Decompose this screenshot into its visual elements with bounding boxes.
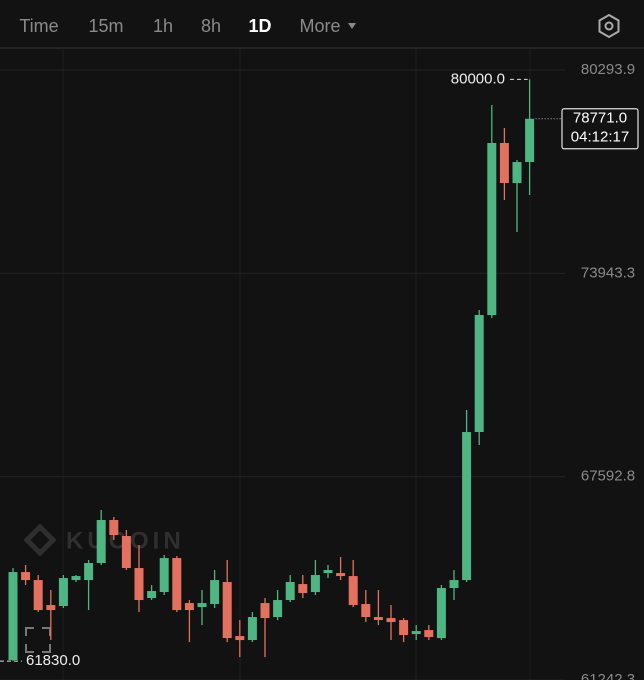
candle-body — [386, 618, 396, 623]
y-tick-label: 73943.3 — [581, 264, 635, 281]
candle-body — [462, 432, 472, 581]
timeframe-tab[interactable]: 8h — [201, 16, 221, 36]
candle-body — [159, 558, 169, 593]
candles — [8, 79, 535, 662]
candle-body — [247, 617, 257, 641]
last-price-label: 78771.0 — [573, 110, 627, 127]
candle-body — [172, 558, 182, 611]
settings-hexagon — [598, 13, 620, 39]
candle-body — [235, 636, 245, 641]
candle-body — [323, 570, 333, 574]
candle-body — [273, 600, 283, 618]
candle-body — [46, 605, 56, 611]
candle-body — [21, 572, 31, 581]
last-price-box — [561, 108, 639, 150]
candle-body — [310, 575, 320, 593]
candle-body — [58, 578, 68, 607]
expand-corners — [25, 627, 51, 653]
timeframe-tab[interactable]: 1h — [153, 16, 173, 36]
y-tick-label: 80293.9 — [581, 61, 635, 78]
y-tick-label: 61242.3 — [581, 671, 635, 680]
candle-body — [222, 582, 232, 639]
candle-body — [33, 580, 43, 611]
candle-body — [336, 573, 346, 577]
timeframe-tab[interactable]: Time — [19, 16, 58, 36]
candle-body — [96, 520, 106, 564]
candle-body — [84, 563, 94, 581]
timeframe-tab[interactable]: 15m — [88, 16, 123, 36]
candle-body — [8, 572, 18, 661]
timeframe-tab[interactable]: 1D — [248, 16, 271, 36]
candle-body — [184, 603, 194, 611]
candle-body — [260, 603, 270, 619]
candle-body — [411, 631, 421, 635]
watermark-mark — [23, 523, 57, 557]
candle-body — [298, 584, 308, 594]
y-tick-label: 67592.8 — [581, 468, 635, 485]
candle-body — [449, 580, 459, 589]
candle-body — [134, 568, 144, 601]
timeframe-tab[interactable]: More — [299, 16, 340, 36]
settings-icon[interactable] — [598, 13, 620, 39]
candle-body — [348, 576, 358, 606]
candle-body — [285, 582, 295, 601]
candle-body — [436, 588, 446, 639]
candle-body — [147, 591, 157, 599]
candle-body — [109, 520, 119, 536]
candle-body — [210, 580, 220, 605]
countdown: 04:12:17 — [571, 129, 629, 146]
low-label: 61830.0 — [26, 652, 80, 669]
candle-body — [121, 536, 131, 569]
candle-body — [399, 620, 409, 636]
candle-body — [474, 315, 484, 433]
candle-body — [361, 604, 371, 618]
candle-body — [499, 142, 509, 184]
candle-body — [424, 630, 434, 638]
candle-body — [373, 617, 383, 621]
more-caret[interactable] — [348, 23, 356, 29]
candle-body — [487, 142, 497, 316]
settings-center — [604, 21, 614, 31]
candle-body — [197, 603, 207, 608]
candle-body — [512, 162, 522, 184]
candle-body — [71, 576, 81, 581]
high-label: 80000.0 — [451, 70, 505, 87]
candle-body — [525, 118, 535, 163]
expand-icon[interactable] — [25, 627, 51, 653]
